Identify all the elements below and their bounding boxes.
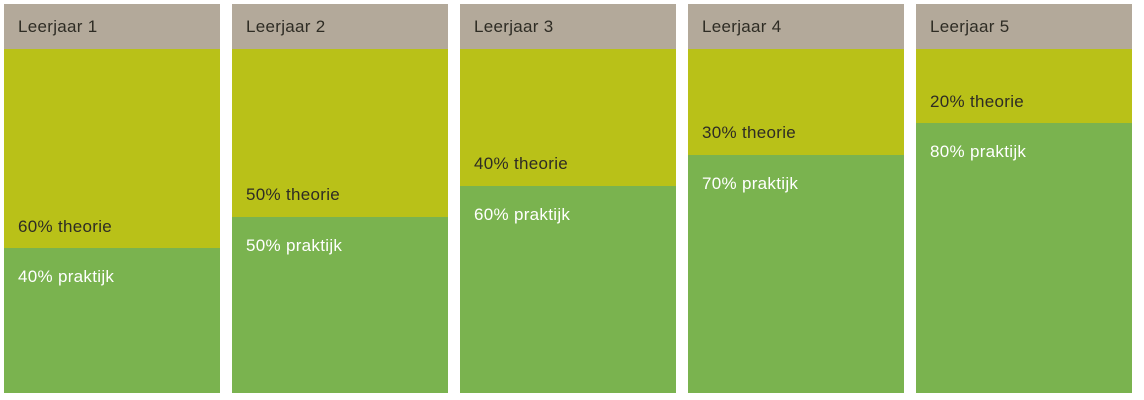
theorie-segment: 50% theorie — [232, 49, 448, 217]
theorie-label: 20% theorie — [930, 91, 1025, 111]
column-body: 40% theorie 60% praktijk — [460, 49, 676, 393]
praktijk-label: 40% praktijk — [18, 267, 115, 287]
column-header-label: Leerjaar 2 — [246, 16, 326, 36]
theorie-segment: 20% theorie — [916, 49, 1132, 124]
praktijk-segment: 40% praktijk — [4, 248, 220, 393]
column-header: Leerjaar 1 — [4, 4, 220, 49]
column-header: Leerjaar 3 — [460, 4, 676, 49]
theorie-label: 40% theorie — [474, 154, 569, 174]
praktijk-label: 80% praktijk — [930, 142, 1027, 162]
column-header: Leerjaar 5 — [916, 4, 1132, 49]
column-header: Leerjaar 2 — [232, 4, 448, 49]
column-leerjaar-4: Leerjaar 4 30% theorie 70% praktijk — [688, 4, 904, 393]
theorie-label: 50% theorie — [246, 185, 341, 205]
column-leerjaar-5: Leerjaar 5 20% theorie 80% praktijk — [916, 4, 1132, 393]
column-leerjaar-1: Leerjaar 1 60% theorie 40% praktijk — [4, 4, 220, 393]
praktijk-label: 50% praktijk — [246, 236, 343, 255]
column-header-label: Leerjaar 1 — [18, 16, 98, 36]
theorie-segment: 30% theorie — [688, 49, 904, 155]
column-leerjaar-3: Leerjaar 3 40% theorie 60% praktijk — [460, 4, 676, 393]
praktijk-segment: 60% praktijk — [460, 185, 676, 393]
praktijk-label: 70% praktijk — [702, 173, 799, 193]
theorie-label: 30% theorie — [702, 122, 797, 142]
column-body: 20% theorie 80% praktijk — [916, 49, 1132, 393]
theorie-label: 60% theorie — [18, 216, 113, 236]
praktijk-label: 60% praktijk — [474, 204, 571, 224]
praktijk-segment: 70% praktijk — [688, 154, 904, 393]
column-header: Leerjaar 4 — [688, 4, 904, 49]
praktijk-segment: 80% praktijk — [916, 123, 1132, 393]
column-header-label: Leerjaar 4 — [702, 16, 782, 36]
column-body: 30% theorie 70% praktijk — [688, 49, 904, 393]
praktijk-segment: 50% praktijk — [232, 217, 448, 393]
column-header-label: Leerjaar 5 — [930, 16, 1010, 36]
column-body: 60% theorie 40% praktijk — [4, 49, 220, 393]
column-header-label: Leerjaar 3 — [474, 16, 554, 36]
column-leerjaar-2: Leerjaar 2 50% theorie 50% praktijk — [232, 4, 448, 393]
theorie-segment: 60% theorie — [4, 49, 220, 249]
column-body: 50% theorie 50% praktijk — [232, 49, 448, 393]
theorie-segment: 40% theorie — [460, 49, 676, 186]
